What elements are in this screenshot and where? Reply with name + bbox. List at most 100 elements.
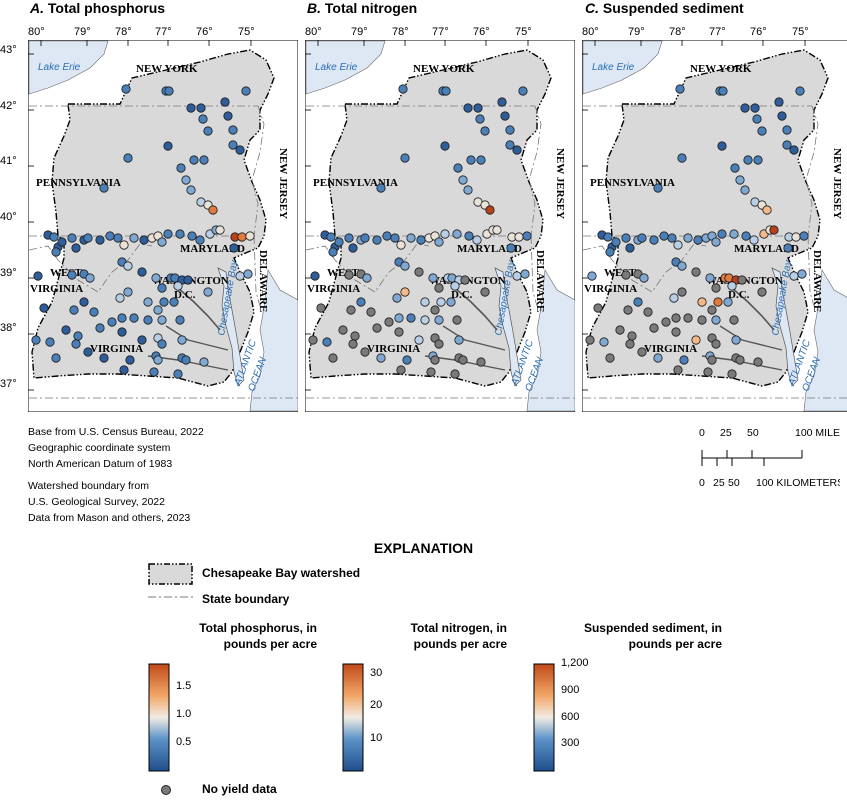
colorbar-tick-label: 10 — [370, 731, 383, 744]
station-dot — [727, 369, 737, 379]
longitude-label: 76° — [750, 26, 767, 38]
station-dot — [434, 315, 444, 325]
longitude-label: 77° — [155, 26, 172, 38]
colorbar-tick-label: 1,200 — [561, 657, 589, 669]
station-dot — [57, 237, 67, 247]
station-dot — [653, 353, 663, 363]
station-dot — [67, 270, 77, 280]
station-dot — [416, 235, 426, 245]
station-dot — [125, 355, 135, 365]
label-virginia: VIRGINIA — [90, 343, 143, 355]
station-dot — [79, 297, 89, 307]
station-dot — [348, 243, 358, 253]
station-dot — [753, 155, 763, 165]
station-dot — [472, 235, 482, 245]
sediment-colorbar-title-1: Suspended sediment, in — [583, 621, 722, 635]
state-boundary-wv — [305, 243, 430, 293]
longitude-label: 80° — [582, 26, 599, 38]
station-dot — [769, 225, 779, 235]
station-dot — [441, 86, 451, 96]
station-dot — [220, 97, 230, 107]
station-dot — [711, 339, 721, 349]
station-dot — [452, 229, 462, 239]
station-dot — [137, 335, 147, 345]
station-dot — [137, 267, 147, 277]
station-dot — [750, 103, 760, 113]
station-dot — [406, 233, 416, 243]
station-dot — [520, 269, 530, 279]
station-dot — [149, 367, 159, 377]
station-dot — [187, 231, 197, 241]
phosphorus-colorbar-title-1: Total phosphorus, in — [199, 621, 317, 635]
station-dot — [203, 126, 213, 136]
station-dot — [450, 369, 460, 379]
station-dot — [691, 335, 701, 345]
panel-b-title: B. Total nitrogen — [307, 0, 417, 16]
label-dc: D.C. — [451, 289, 473, 301]
station-dot — [177, 335, 187, 345]
state-boundary-swatch — [148, 596, 193, 598]
station-dot — [83, 347, 93, 357]
sediment-map: Lake Erie NEW YORK PENNSYLVANIA NEW JERSEY M… — [582, 40, 847, 412]
station-dot — [679, 355, 689, 365]
station-dot — [757, 126, 767, 136]
latitude-label: 40° — [0, 211, 17, 223]
label-pennsylvania: PENNSYLVANIA — [590, 177, 675, 189]
station-dot — [398, 84, 408, 94]
watershed-outline — [308, 49, 552, 387]
station-dot — [514, 232, 524, 242]
river-line — [731, 287, 775, 331]
state-boundary-wv — [28, 243, 153, 293]
station-dot — [475, 114, 485, 124]
station-dot — [505, 140, 515, 150]
scale-bar: 0 25 50 100 MILES 0 25 50 100 KILOMETERS — [699, 427, 840, 489]
panel-c-label: Suspended sediment — [602, 0, 744, 16]
station-dot — [797, 269, 807, 279]
station-dot — [611, 237, 621, 247]
station-dot — [677, 261, 687, 271]
station-dot — [593, 303, 603, 313]
station-dot — [83, 233, 93, 243]
no-data-label: No yield data — [202, 782, 277, 796]
station-dot — [181, 355, 191, 365]
station-dot — [677, 153, 687, 163]
lake-erie-shape — [582, 40, 663, 95]
station-dot — [480, 287, 490, 297]
station-dot — [752, 114, 762, 124]
station-dot — [675, 84, 685, 94]
river-line — [424, 355, 506, 371]
station-dot — [460, 275, 470, 285]
station-dot — [653, 183, 663, 193]
label-lake-erie: Lake Erie — [38, 62, 81, 73]
station-dot — [506, 243, 516, 253]
station-dot — [621, 270, 631, 280]
station-dot — [500, 111, 510, 121]
station-dot — [360, 347, 370, 357]
station-dot — [117, 313, 127, 323]
station-dot — [713, 297, 723, 307]
station-dot — [492, 225, 502, 235]
station-dot — [183, 275, 193, 285]
label-delaware: DELAWARE — [257, 250, 269, 312]
station-dot — [348, 339, 358, 349]
river-line — [719, 325, 783, 351]
label-new-york: NEW YORK — [136, 63, 198, 75]
station-dot — [749, 235, 759, 245]
station-dot — [414, 335, 424, 345]
label-virginia: VIRGINIA — [367, 343, 420, 355]
colorbar-tick-label: 600 — [561, 710, 580, 723]
state-boundary-md-de — [807, 235, 815, 307]
station-dot — [153, 305, 163, 315]
station-dot — [649, 235, 659, 245]
longitude-label: 78° — [669, 26, 686, 38]
latitude-label: 39° — [0, 267, 17, 279]
explanation-title: EXPLANATION — [373, 540, 474, 556]
scale-km-50: 50 — [728, 477, 740, 489]
station-dot — [627, 331, 637, 341]
label-pennsylvania: PENNSYLVANIA — [313, 177, 398, 189]
label-lake-erie: Lake Erie — [315, 62, 358, 73]
station-dot — [753, 357, 763, 367]
state-boundary-label: State boundary — [202, 592, 290, 606]
label-virginia: VIRGINIA — [644, 343, 697, 355]
station-dot — [157, 283, 167, 293]
